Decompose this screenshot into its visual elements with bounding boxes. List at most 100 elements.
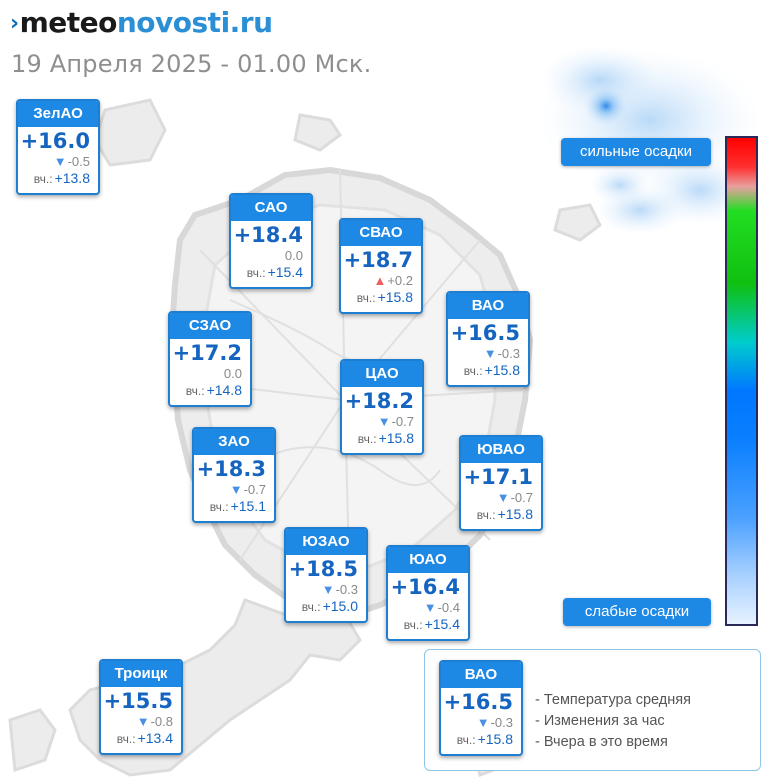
trend-down-icon: ▼ <box>476 714 490 730</box>
district-change: ▼ -0.8 <box>101 713 181 729</box>
trend-down-icon: ▼ <box>53 153 67 169</box>
yesterday-value: +13.4 <box>137 730 173 746</box>
yesterday-value: +15.1 <box>230 498 266 514</box>
district-temperature: +16.5 <box>450 321 520 345</box>
yesterday-value: +15.0 <box>322 598 358 614</box>
district-change: ▼ -0.3 <box>441 714 521 730</box>
district-card[interactable]: Троицк +15.5 ▼ -0.8 вч.: +13.4 <box>99 659 183 755</box>
legend-descriptions: - Температура средняя - Изменения за час… <box>535 690 691 753</box>
change-value: -0.3 <box>335 581 358 597</box>
yesterday-label: вч.: <box>356 291 376 305</box>
yesterday-label: вч.: <box>456 733 476 747</box>
district-name: ВАО <box>441 662 521 688</box>
district-name: ЮЗАО <box>286 529 366 555</box>
yesterday-value: +13.8 <box>54 170 90 186</box>
yesterday-value: +15.8 <box>378 430 414 446</box>
district-temperature: +15.5 <box>103 689 173 713</box>
trend-down-icon: ▼ <box>496 489 510 505</box>
logo-text-novosti: novosti.ru <box>116 6 273 39</box>
trend-up-icon: ▲ <box>373 272 387 288</box>
legend-line-yesterday: - Вчера в это время <box>535 734 668 750</box>
trend-down-icon: ▼ <box>483 345 497 361</box>
change-value: -0.8 <box>150 713 173 729</box>
district-yesterday: вч.: +13.4 <box>101 729 181 748</box>
district-yesterday: вч.: +14.8 <box>170 381 250 400</box>
district-change: 0.0 <box>170 365 250 381</box>
district-change: ▼ -0.3 <box>448 345 528 361</box>
yesterday-value: +15.8 <box>484 362 520 378</box>
trend-down-icon: ▼ <box>423 599 437 615</box>
district-temperature: +16.0 <box>20 129 90 153</box>
district-card[interactable]: ЗелАО +16.0 ▼ -0.5 вч.: +13.8 <box>16 99 100 195</box>
district-yesterday: вч.: +15.0 <box>286 597 366 616</box>
trend-down-icon: ▼ <box>321 581 335 597</box>
change-value: -0.7 <box>510 489 533 505</box>
district-card[interactable]: ЦАО +18.2 ▼ -0.7 вч.: +15.8 <box>340 359 424 455</box>
district-card[interactable]: СЗАО +17.2 0.0 вч.: +14.8 <box>168 311 252 407</box>
district-card[interactable]: ЮВАО +17.1 ▼ -0.7 вч.: +15.8 <box>459 435 543 531</box>
yesterday-value: +15.8 <box>497 506 533 522</box>
district-name: ЦАО <box>342 361 422 387</box>
district-card[interactable]: СВАО +18.7 ▲ +0.2 вч.: +15.8 <box>339 218 423 314</box>
site-logo[interactable]: ›meteonovosti.ru <box>10 6 273 39</box>
district-change: ▼ -0.3 <box>286 581 366 597</box>
district-card[interactable]: ЗАО +18.3 ▼ -0.7 вч.: +15.1 <box>192 427 276 523</box>
district-temperature: +18.4 <box>233 223 303 247</box>
district-name: ЗелАО <box>18 101 98 127</box>
district-temperature: +17.1 <box>463 465 533 489</box>
yesterday-value: +15.4 <box>267 264 303 280</box>
district-name: СВАО <box>341 220 421 246</box>
change-value: -0.7 <box>391 413 414 429</box>
yesterday-label: вч.: <box>185 384 205 398</box>
scale-label-light: слабые осадки <box>563 598 711 626</box>
change-value: -0.3 <box>497 345 520 361</box>
district-temperature: +18.2 <box>344 389 414 413</box>
change-value: 0.0 <box>223 365 242 381</box>
district-name: ЗАО <box>194 429 274 455</box>
logo-mark: › <box>10 11 19 36</box>
district-name: ЮВАО <box>461 437 541 463</box>
district-temperature: +18.3 <box>196 457 266 481</box>
district-temperature: +16.4 <box>390 575 460 599</box>
district-temperature: +18.5 <box>288 557 358 581</box>
district-yesterday: вч.: +15.4 <box>231 263 311 282</box>
district-card[interactable]: ВАО +16.5 ▼ -0.3 вч.: +15.8 <box>446 291 530 387</box>
district-yesterday: вч.: +15.8 <box>441 730 521 749</box>
yesterday-label: вч.: <box>246 266 266 280</box>
change-value: -0.5 <box>67 153 90 169</box>
legend-box: ВАО +16.5 ▼ -0.3 вч.: +15.8 - Температур… <box>424 649 761 771</box>
district-name: САО <box>231 195 311 221</box>
district-yesterday: вч.: +15.1 <box>194 497 274 516</box>
district-card[interactable]: ЮЗАО +18.5 ▼ -0.3 вч.: +15.0 <box>284 527 368 623</box>
yesterday-value: +14.8 <box>206 382 242 398</box>
yesterday-value: +15.8 <box>377 289 413 305</box>
change-value: +0.2 <box>387 272 413 288</box>
yesterday-label: вч.: <box>403 618 423 632</box>
district-change: ▼ -0.7 <box>461 489 541 505</box>
district-change: ▲ +0.2 <box>341 272 421 288</box>
district-change: 0.0 <box>231 247 311 263</box>
district-temperature: +17.2 <box>172 341 242 365</box>
change-value: 0.0 <box>284 247 303 263</box>
district-yesterday: вч.: +15.8 <box>342 429 422 448</box>
legend-example-card: ВАО +16.5 ▼ -0.3 вч.: +15.8 <box>439 660 523 756</box>
district-card[interactable]: ЮАО +16.4 ▼ -0.4 вч.: +15.4 <box>386 545 470 641</box>
district-change: ▼ -0.5 <box>18 153 98 169</box>
trend-down-icon: ▼ <box>136 713 150 729</box>
yesterday-label: вч.: <box>357 432 377 446</box>
trend-down-icon: ▼ <box>377 413 391 429</box>
yesterday-label: вч.: <box>33 172 53 186</box>
district-name: СЗАО <box>170 313 250 339</box>
precipitation-scale-bar <box>725 136 758 626</box>
district-card[interactable]: САО +18.4 0.0 вч.: +15.4 <box>229 193 313 289</box>
yesterday-label: вч.: <box>463 364 483 378</box>
district-yesterday: вч.: +15.8 <box>448 361 528 380</box>
scale-label-heavy: сильные осадки <box>561 138 711 166</box>
change-value: -0.7 <box>243 481 266 497</box>
logo-text-meteo: meteo <box>19 6 118 39</box>
district-yesterday: вч.: +15.4 <box>388 615 468 634</box>
district-name: ВАО <box>448 293 528 319</box>
yesterday-value: +15.8 <box>477 731 513 747</box>
yesterday-value: +15.4 <box>424 616 460 632</box>
yesterday-label: вч.: <box>116 732 136 746</box>
